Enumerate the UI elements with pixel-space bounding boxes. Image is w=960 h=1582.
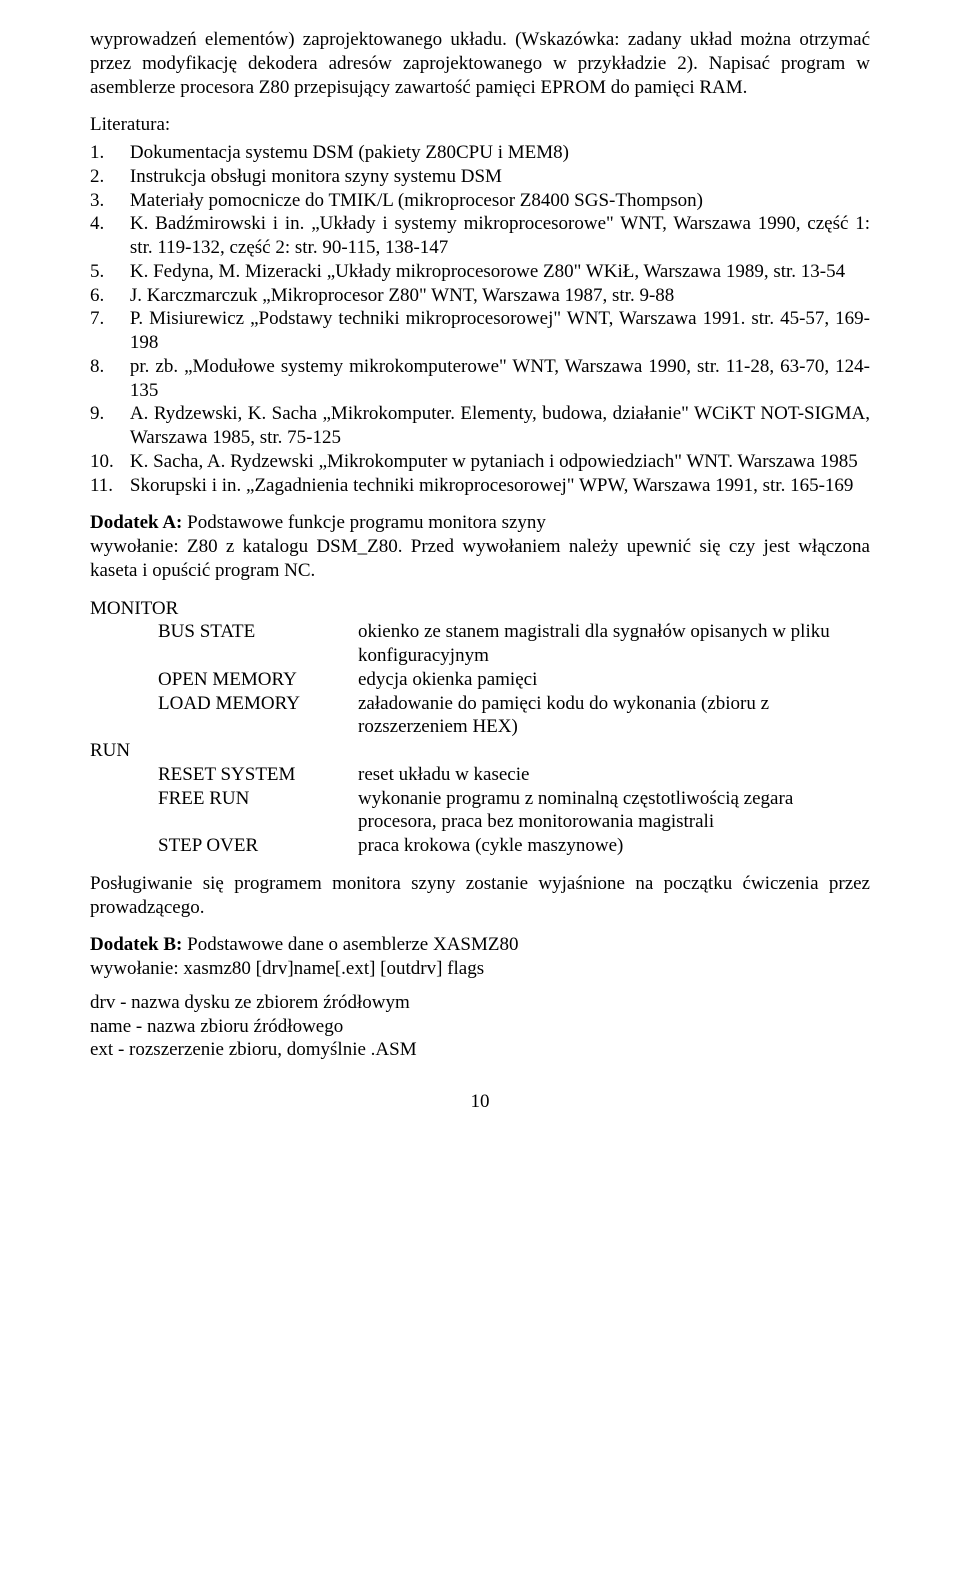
literature-item: 2.Instrukcja obsługi monitora szyny syst… <box>90 165 870 189</box>
monitor-value: edycja okienka pamięci <box>358 668 870 692</box>
literature-item-text: A. Rydzewski, K. Sacha „Mikrokomputer. E… <box>130 402 870 450</box>
appendix-b-line: name - nazwa zbioru źródłowego <box>90 1015 870 1039</box>
monitor-row: RESET SYSTEMreset układu w kasecie <box>90 763 870 787</box>
literature-item-text: Instrukcja obsługi monitora szyny system… <box>130 165 870 189</box>
literature-item-number: 4. <box>90 212 130 260</box>
literature-item-text: Skorupski i in. „Zagadnienia techniki mi… <box>130 474 870 498</box>
monitor-row: FREE RUNwykonanie programu z nominalną c… <box>90 787 870 835</box>
monitor-value: okienko ze stanem magistrali dla sygnałó… <box>358 620 870 668</box>
literature-item-number: 2. <box>90 165 130 189</box>
literature-item: 1.Dokumentacja systemu DSM (pakiety Z80C… <box>90 141 870 165</box>
appendix-b-invocation: wywołanie: xasmz80 [drv]name[.ext] [outd… <box>90 957 870 981</box>
appendix-b: Dodatek B: Podstawowe dane o asemblerze … <box>90 933 870 1062</box>
literature-item-number: 1. <box>90 141 130 165</box>
literature-list: 1.Dokumentacja systemu DSM (pakiety Z80C… <box>90 141 870 497</box>
literature-item: 11.Skorupski i in. „Zagadnienia techniki… <box>90 474 870 498</box>
monitor-value: reset układu w kasecie <box>358 763 870 787</box>
literature-item: 7.P. Misiurewicz „Podstawy techniki mikr… <box>90 307 870 355</box>
monitor-value: praca krokowa (cykle maszynowe) <box>358 834 870 858</box>
literature-item: 4.K. Badźmirowski i in. „Układy i system… <box>90 212 870 260</box>
monitor-block: MONITORBUS STATEokienko ze stanem magist… <box>90 597 870 858</box>
page-number: 10 <box>90 1090 870 1114</box>
monitor-key: FREE RUN <box>158 787 358 835</box>
literature-item: 8.pr. zb. „Modułowe systemy mikrokompute… <box>90 355 870 403</box>
monitor-value: załadowanie do pamięci kodu do wykonania… <box>358 692 870 740</box>
monitor-row: STEP OVERpraca krokowa (cykle maszynowe) <box>90 834 870 858</box>
literature-item-text: pr. zb. „Modułowe systemy mikrokomputero… <box>130 355 870 403</box>
intro-paragraph: wyprowadzeń elementów) zaprojektowanego … <box>90 28 870 99</box>
monitor-key: OPEN MEMORY <box>158 668 358 692</box>
literature-item-text: K. Badźmirowski i in. „Układy i systemy … <box>130 212 870 260</box>
literature-item-number: 8. <box>90 355 130 403</box>
monitor-key: LOAD MEMORY <box>158 692 358 740</box>
literature-item-number: 9. <box>90 402 130 450</box>
appendix-a: Dodatek A: Podstawowe funkcje programu m… <box>90 511 870 919</box>
literature-item-number: 10. <box>90 450 130 474</box>
appendix-b-params: drv - nazwa dysku ze zbiorem źródłowymna… <box>90 991 870 1062</box>
literature-item-number: 6. <box>90 284 130 308</box>
literature-item: 5.K. Fedyna, M. Mizeracki „Układy mikrop… <box>90 260 870 284</box>
appendix-b-line: drv - nazwa dysku ze zbiorem źródłowym <box>90 991 870 1015</box>
literature-item-text: K. Sacha, A. Rydzewski „Mikrokomputer w … <box>130 450 870 474</box>
literature-item-text: Dokumentacja systemu DSM (pakiety Z80CPU… <box>130 141 870 165</box>
literature-item-number: 7. <box>90 307 130 355</box>
appendix-a-lead: wywołanie: Z80 z katalogu DSM_Z80. Przed… <box>90 535 870 583</box>
appendix-b-title: Podstawowe dane o asemblerze XASMZ80 <box>182 934 518 955</box>
monitor-row: OPEN MEMORYedycja okienka pamięci <box>90 668 870 692</box>
monitor-key: STEP OVER <box>158 834 358 858</box>
literature-item-text: J. Karczmarczuk „Mikroprocesor Z80" WNT,… <box>130 284 870 308</box>
monitor-row: BUS STATEokienko ze stanem magistrali dl… <box>90 620 870 668</box>
monitor-key: RESET SYSTEM <box>158 763 358 787</box>
literature-item-number: 11. <box>90 474 130 498</box>
appendix-a-title: Podstawowe funkcje programu monitora szy… <box>182 512 546 533</box>
literature-item: 9.A. Rydzewski, K. Sacha „Mikrokomputer.… <box>90 402 870 450</box>
monitor-row: LOAD MEMORYzaładowanie do pamięci kodu d… <box>90 692 870 740</box>
literature-item-number: 3. <box>90 189 130 213</box>
literature-item-text: P. Misiurewicz „Podstawy techniki mikrop… <box>130 307 870 355</box>
literature-heading: Literatura: <box>90 113 870 137</box>
monitor-group-label: RUN <box>90 739 870 763</box>
literature-item-text: K. Fedyna, M. Mizeracki „Układy mikropro… <box>130 260 870 284</box>
literature-item: 10.K. Sacha, A. Rydzewski „Mikrokomputer… <box>90 450 870 474</box>
literature-item-number: 5. <box>90 260 130 284</box>
appendix-a-label: Dodatek A: <box>90 512 182 533</box>
literature-item: 3.Materiały pomocnicze do TMIK/L (mikrop… <box>90 189 870 213</box>
appendix-b-line: ext - rozszerzenie zbioru, domyślnie .AS… <box>90 1038 870 1062</box>
literature-item-text: Materiały pomocnicze do TMIK/L (mikropro… <box>130 189 870 213</box>
monitor-value: wykonanie programu z nominalną częstotli… <box>358 787 870 835</box>
appendix-a-tail: Posługiwanie się programem monitora szyn… <box>90 872 870 920</box>
appendix-b-label: Dodatek B: <box>90 934 182 955</box>
monitor-group-label: MONITOR <box>90 597 870 621</box>
monitor-key: BUS STATE <box>158 620 358 668</box>
literature-item: 6.J. Karczmarczuk „Mikroprocesor Z80" WN… <box>90 284 870 308</box>
